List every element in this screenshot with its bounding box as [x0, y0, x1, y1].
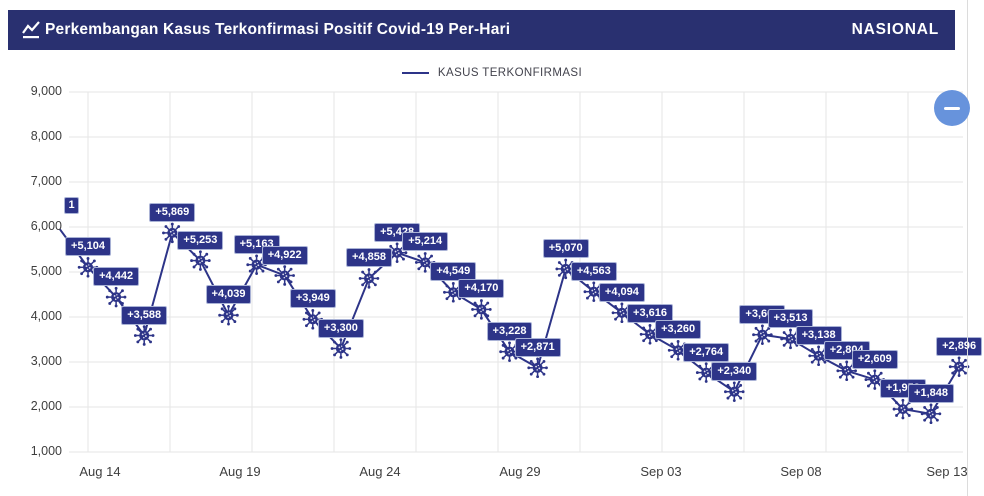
coronavirus-marker-icon[interactable] [189, 249, 212, 272]
coronavirus-marker-icon[interactable] [723, 380, 746, 403]
coronavirus-marker-icon[interactable] [919, 402, 943, 425]
x-axis-tick: Sep 13 [926, 464, 968, 479]
point-label: +3,949 [289, 289, 336, 309]
point-label: +3,260 [655, 320, 702, 340]
point-label: +4,858 [346, 248, 392, 268]
point-label: +2,609 [851, 349, 898, 369]
y-axis-tick: 3,000 [30, 354, 62, 368]
coronavirus-marker-icon[interactable] [217, 304, 240, 327]
point-label: +5,253 [177, 230, 224, 250]
y-axis-tick: 4,000 [30, 309, 62, 323]
chart-legend[interactable]: KASUS TERKONFIRMASI [0, 63, 984, 83]
x-axis-tick: Aug 14 [79, 464, 121, 479]
widget-header: Perkembangan Kasus Terkonfirmasi Positif… [8, 10, 955, 50]
point-label: +3,300 [317, 318, 364, 338]
point-label: +2,871 [514, 337, 561, 357]
point-label: +3,616 [627, 304, 673, 324]
point-label: +5,104 [65, 237, 111, 257]
point-label: +5,070 [542, 238, 589, 258]
y-axis-tick: 8,000 [30, 129, 62, 143]
legend-line-swatch [401, 72, 429, 74]
y-axis-tick: 5,000 [30, 264, 62, 278]
x-axis-tick: Aug 19 [219, 464, 261, 479]
gridlines [69, 91, 963, 453]
x-axis-tick: Aug 24 [359, 464, 401, 479]
minus-icon [944, 106, 960, 110]
coronavirus-marker-icon[interactable] [329, 337, 352, 360]
line-chart-icon [22, 21, 40, 39]
y-axis-tick: 1,000 [30, 444, 62, 458]
point-label: +2,764 [683, 342, 730, 362]
point-label: +2,340 [711, 361, 758, 381]
legend-series-label: KASUS TERKONFIRMASI [437, 67, 583, 79]
y-axis-tick: 6,000 [30, 219, 62, 233]
x-axis-tick: Sep 03 [640, 464, 682, 479]
region-badge: NASIONAL [851, 21, 939, 38]
point-label: +4,549 [430, 262, 477, 282]
coronavirus-marker-icon[interactable] [470, 298, 493, 321]
y-axis-tick: 9,000 [30, 84, 62, 98]
point-label: +1,848 [908, 383, 954, 403]
point-label: +5,869 [149, 202, 196, 222]
point-label: +4,094 [598, 282, 645, 302]
coronavirus-marker-icon[interactable] [105, 286, 128, 309]
zoom-out-button[interactable] [934, 90, 970, 126]
point-label: +3,588 [121, 305, 168, 325]
coronavirus-marker-icon[interactable] [526, 356, 549, 379]
point-label: +4,922 [261, 245, 308, 265]
point-label: +3,228 [486, 321, 533, 341]
coronavirus-marker-icon[interactable] [273, 264, 296, 287]
point-label: +4,039 [205, 285, 252, 305]
point-label: +4,563 [570, 261, 617, 281]
point-label: +3,513 [767, 308, 814, 328]
coronavirus-marker-icon[interactable] [133, 324, 156, 347]
point-label: +5,214 [402, 232, 449, 252]
widget-title: Perkembangan Kasus Terkonfirmasi Positif… [45, 21, 511, 38]
point-label: +4,170 [458, 279, 505, 299]
point-label: +3,138 [795, 325, 842, 345]
clipped-point-label: 1 [64, 197, 79, 214]
coronavirus-marker-icon[interactable] [357, 267, 381, 290]
x-axis-tick: Sep 08 [780, 464, 822, 479]
point-label: +4,442 [93, 267, 140, 287]
y-axis-tick: 2,000 [30, 399, 62, 413]
y-axis-tick: 7,000 [30, 174, 62, 188]
card-border [967, 0, 968, 496]
x-axis-tick: Aug 29 [499, 464, 541, 479]
point-label: +2,896 [936, 336, 983, 356]
